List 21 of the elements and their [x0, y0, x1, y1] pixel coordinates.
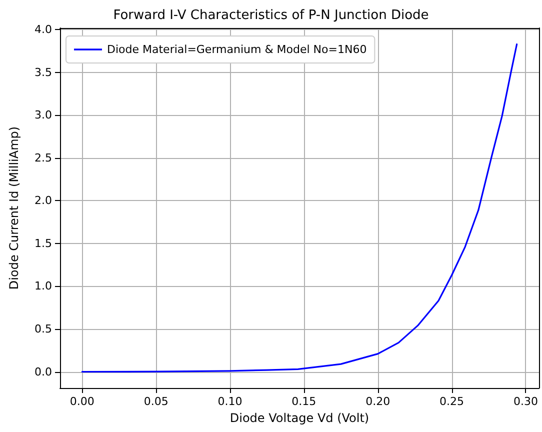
- x-tick-label: 0.30: [513, 395, 538, 408]
- y-tick-label: 0.0: [34, 365, 52, 378]
- y-tick-label: 1.0: [34, 280, 52, 293]
- y-tick-label: 2.5: [34, 151, 52, 164]
- y-tick-label: 2.0: [34, 194, 52, 208]
- y-axis-title: Diode Current Id (MilliAmp): [7, 126, 21, 290]
- y-tick-label: 4.0: [34, 23, 52, 36]
- y-tick-label: 1.5: [34, 236, 52, 250]
- legend-label: Diode Material=Germanium & Model No=1N60: [107, 43, 367, 56]
- line-series: [81, 43, 518, 373]
- x-tick-label: 0.00: [70, 395, 94, 408]
- x-axis-title: Diode Voltage Vd (Volt): [230, 410, 370, 425]
- x-tick-label: 0.05: [144, 395, 168, 408]
- y-tick-label: 0.5: [34, 322, 52, 336]
- x-tick-label: 0.10: [218, 395, 242, 408]
- x-tick-label: 0.15: [292, 395, 316, 408]
- y-tick-label: 3.0: [34, 108, 52, 122]
- chart-title: Forward I-V Characteristics of P-N Junction Diode: [113, 8, 429, 23]
- x-tick-label: 0.25: [440, 395, 464, 408]
- x-tick-label: 0.20: [366, 395, 390, 408]
- y-tick-label: 3.5: [34, 66, 52, 79]
